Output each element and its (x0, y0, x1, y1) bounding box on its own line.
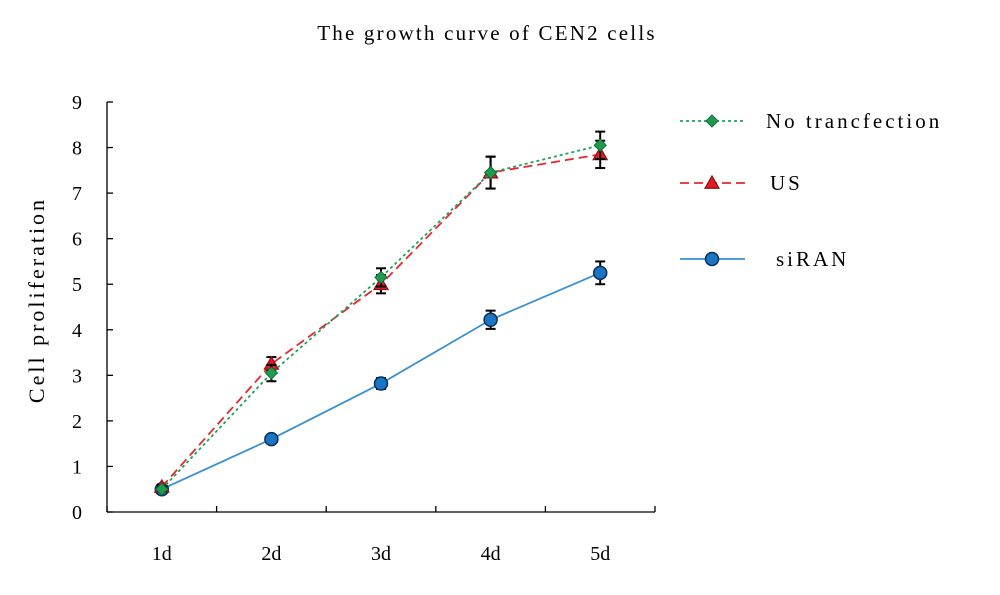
y-tick-label: 8 (72, 138, 82, 160)
y-tick-label: 9 (72, 92, 82, 114)
data-point (592, 265, 608, 281)
series-group (153, 130, 609, 497)
y-tick-label: 2 (72, 411, 82, 433)
x-tick-label: 1d (152, 543, 172, 565)
x-tick-label: 3d (371, 543, 391, 565)
data-point (373, 376, 389, 391)
y-tick-label: 3 (72, 365, 82, 387)
data-point (593, 138, 607, 152)
legend-marker (705, 114, 719, 128)
legend-label: siRAN (776, 247, 849, 271)
legend-item: No trancfection (680, 109, 942, 133)
axes-group: 0 1 2 3 4 5 6 7 8 9 1d 2d 3d 4d 5d (72, 92, 656, 565)
legend-item: US (680, 171, 803, 195)
data-point (155, 482, 169, 496)
y-tick-label: 5 (72, 274, 82, 296)
series-us (153, 139, 609, 493)
series-line (161, 153, 601, 488)
legend: No trancfection US siRAN (680, 109, 942, 271)
legend-label: US (770, 171, 803, 195)
data-point (264, 431, 279, 447)
legend-item: siRAN (680, 247, 849, 271)
legend-marker (703, 174, 721, 189)
series-siran (154, 260, 608, 497)
legend-marker (704, 251, 720, 267)
data-point (483, 165, 498, 180)
y-tick-label: 7 (72, 183, 82, 205)
data-point (374, 270, 388, 285)
y-tick-label: 0 (72, 502, 82, 524)
legend-label: No trancfection (766, 109, 942, 133)
x-tick-label: 4d (481, 543, 501, 565)
y-tick-label: 4 (72, 320, 82, 342)
y-tick-label: 6 (72, 229, 82, 251)
chart-title: The growth curve of CEN2 cells (317, 21, 657, 45)
data-point (264, 366, 279, 380)
y-axis-label: Cell proliferation (24, 197, 49, 403)
data-point (483, 312, 498, 328)
x-tick-label: 2d (261, 543, 281, 565)
series-line (161, 144, 601, 490)
y-tick-label: 1 (72, 456, 82, 478)
series-no-trancfection (155, 130, 607, 496)
x-tick-label: 5d (590, 543, 610, 565)
